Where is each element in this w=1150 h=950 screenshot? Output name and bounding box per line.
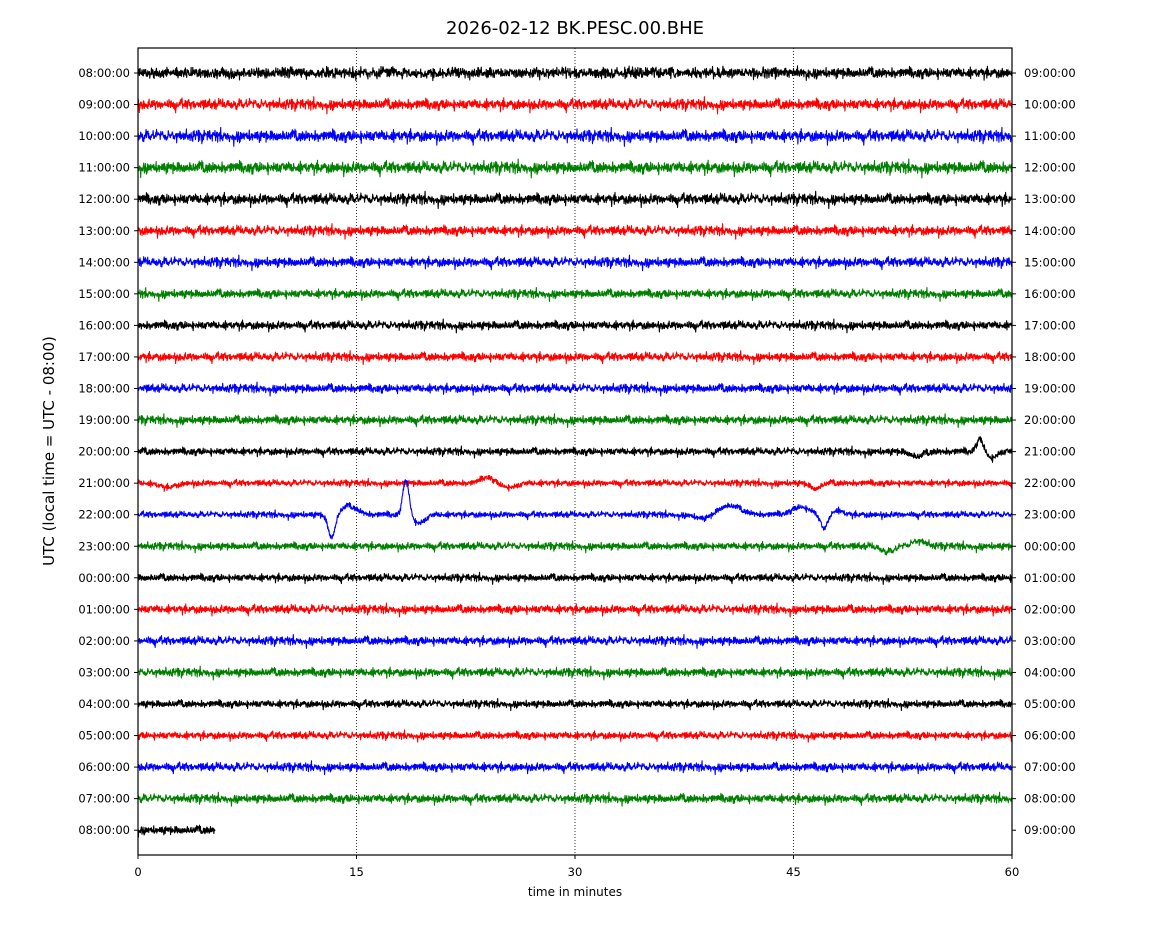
right-tick-label: 04:00:00 xyxy=(1024,665,1076,679)
right-tick-label: 11:00:00 xyxy=(1024,129,1076,143)
left-tick-label: 14:00:00 xyxy=(78,255,130,269)
right-tick-label: 03:00:00 xyxy=(1024,634,1076,648)
left-tick-label: 21:00:00 xyxy=(78,476,130,490)
right-tick-label: 20:00:00 xyxy=(1024,413,1076,427)
trace-2 xyxy=(137,126,1013,147)
right-tick-label: 05:00:00 xyxy=(1024,697,1076,711)
right-tick-label: 01:00:00 xyxy=(1024,571,1076,585)
right-tick-label: 14:00:00 xyxy=(1024,224,1076,238)
x-axis-label: time in minutes xyxy=(528,885,622,899)
trace-20 xyxy=(137,697,1013,712)
left-tick-label: 20:00:00 xyxy=(78,445,130,459)
trace-1 xyxy=(137,96,1013,115)
left-tick-label: 12:00:00 xyxy=(78,192,130,206)
left-tick-label: 07:00:00 xyxy=(78,792,130,806)
trace-8 xyxy=(137,318,1013,334)
x-tick-label: 60 xyxy=(1005,865,1020,879)
right-tick-label: 00:00:00 xyxy=(1024,539,1076,553)
x-tick-label: 15 xyxy=(349,865,364,879)
left-tick-label: 22:00:00 xyxy=(78,508,130,522)
left-tick-label: 08:00:00 xyxy=(78,66,130,80)
chart-title: 2026-02-12 BK.PESC.00.BHE xyxy=(446,18,704,39)
left-tick-label: 16:00:00 xyxy=(78,318,130,332)
plot-frame xyxy=(137,47,1013,856)
right-tick-label: 09:00:00 xyxy=(1024,823,1076,837)
left-tick-label: 09:00:00 xyxy=(78,98,130,112)
trace-17 xyxy=(137,602,1013,618)
left-tick-label: 04:00:00 xyxy=(78,697,130,711)
right-tick-label: 09:00:00 xyxy=(1024,66,1076,80)
trace-19 xyxy=(137,665,1013,681)
right-tick-label: 12:00:00 xyxy=(1024,161,1076,175)
right-tick-label: 19:00:00 xyxy=(1024,382,1076,396)
left-tick-label: 19:00:00 xyxy=(78,413,130,427)
left-tick-label: 00:00:00 xyxy=(78,571,130,585)
trace-6 xyxy=(137,254,1013,272)
right-tick-label: 15:00:00 xyxy=(1024,255,1076,269)
right-tick-label: 16:00:00 xyxy=(1024,287,1076,301)
right-tick-label: 17:00:00 xyxy=(1024,318,1076,332)
trace-16 xyxy=(137,571,1013,585)
left-tick-label: 01:00:00 xyxy=(78,602,130,616)
right-tick-label: 02:00:00 xyxy=(1024,602,1076,616)
right-tick-label: 22:00:00 xyxy=(1024,476,1076,490)
trace-22 xyxy=(137,760,1013,776)
right-tick-label: 08:00:00 xyxy=(1024,792,1076,806)
trace-14 xyxy=(137,479,1013,540)
x-tick-label: 45 xyxy=(786,865,801,879)
trace-21 xyxy=(137,729,1013,743)
trace-4 xyxy=(137,190,1013,210)
trace-18 xyxy=(137,634,1013,649)
y-axis-label: UTC (local time = UTC - 08:00) xyxy=(40,336,58,566)
trace-10 xyxy=(137,381,1013,397)
left-tick-label: 13:00:00 xyxy=(78,224,130,238)
grid-lines xyxy=(356,48,794,855)
right-tick-label: 10:00:00 xyxy=(1024,98,1076,112)
left-tick-label: 15:00:00 xyxy=(78,287,130,301)
trace-24 xyxy=(137,824,216,838)
right-tick-label: 07:00:00 xyxy=(1024,760,1076,774)
right-tick-label: 23:00:00 xyxy=(1024,508,1076,522)
axis-ticks: 08:00:00 09:00:00 10:00:00 11:00:00 12:00:00… xyxy=(78,66,1075,879)
x-tick-label: 0 xyxy=(134,865,141,879)
left-tick-label: 06:00:00 xyxy=(78,760,130,774)
left-tick-label: 02:00:00 xyxy=(78,634,130,648)
right-tick-label: 13:00:00 xyxy=(1024,192,1076,206)
x-tick-label: 30 xyxy=(568,865,583,879)
left-tick-label: 23:00:00 xyxy=(78,539,130,553)
trace-13 xyxy=(137,474,1013,492)
trace-7 xyxy=(137,287,1013,302)
right-tick-label: 06:00:00 xyxy=(1024,729,1076,743)
trace-3 xyxy=(137,158,1013,179)
right-tick-label: 18:00:00 xyxy=(1024,350,1076,364)
trace-0 xyxy=(137,65,1013,82)
left-tick-label: 11:00:00 xyxy=(78,161,130,175)
trace-12 xyxy=(137,436,1013,463)
left-tick-label: 17:00:00 xyxy=(78,350,130,364)
trace-11 xyxy=(137,413,1013,429)
trace-9 xyxy=(137,350,1013,365)
left-tick-label: 08:00:00 xyxy=(78,823,130,837)
left-tick-label: 03:00:00 xyxy=(78,665,130,679)
trace-5 xyxy=(137,223,1013,240)
seismogram-traces xyxy=(137,65,1013,838)
trace-23 xyxy=(137,791,1013,807)
left-tick-label: 18:00:00 xyxy=(78,382,130,396)
right-tick-label: 21:00:00 xyxy=(1024,445,1076,459)
left-tick-label: 10:00:00 xyxy=(78,129,130,143)
left-tick-label: 05:00:00 xyxy=(78,729,130,743)
trace-15 xyxy=(137,538,1013,556)
